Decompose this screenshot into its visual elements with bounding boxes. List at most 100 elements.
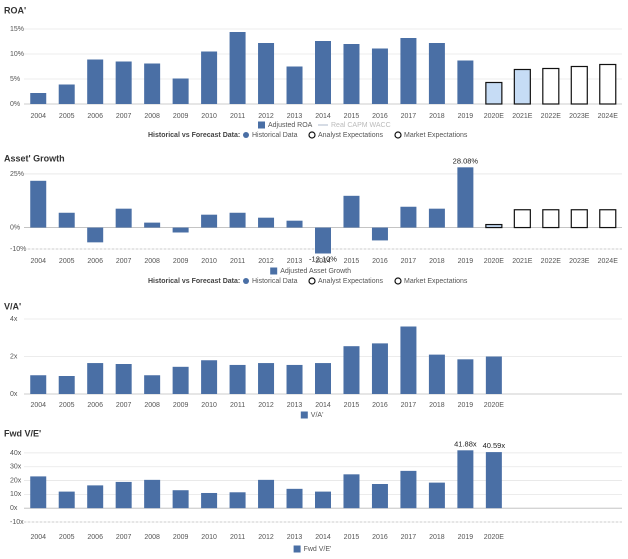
bar [229,212,246,228]
x-tick-label: 2013 [287,113,303,120]
forecast-title: Historical vs Forecast Data: [148,278,240,285]
x-tick-label: 2007 [116,402,132,409]
x-tick-label: 2015 [344,534,360,541]
chart-title: Fwd V/E' [4,428,41,438]
bar [400,470,417,509]
bar [58,376,75,394]
legend-label: V/A' [311,412,324,419]
x-tick-label: 2020E [484,113,505,120]
legend-label: Historical Data [252,132,298,139]
bar [343,44,360,104]
bar [457,450,474,509]
bar [172,366,189,394]
chart-title: V/A' [4,301,21,311]
x-tick-label: 2008 [144,534,160,541]
x-tick-label: 2021E [512,113,533,120]
x-tick-label: 2013 [287,534,303,541]
bar [115,364,132,394]
x-tick-label: 2006 [87,113,103,120]
bar [457,167,474,228]
y-tick-label: 15% [10,26,24,33]
x-tick-label: 2007 [116,258,132,265]
x-tick-label: 2005 [59,402,75,409]
x-tick-label: 2015 [344,402,360,409]
x-tick-label: 2018 [429,402,445,409]
x-tick-label: 2022E [541,113,562,120]
legend-marker [308,277,316,285]
x-tick-label: 2014 [315,534,331,541]
bar [172,227,189,233]
bar [144,222,161,228]
x-tick-label: 2014 [315,402,331,409]
bar [144,375,161,394]
x-tick-label: 2009 [173,402,189,409]
x-tick-label: 2004 [30,402,46,409]
legend-label: Fwd V/E' [304,546,332,553]
bar [485,452,502,509]
y-tick-label: 0x [10,391,18,398]
y-tick-label: 20x [10,477,22,484]
bar [599,63,617,105]
y-tick-label: 0% [10,224,20,231]
bar [286,66,303,104]
x-tick-label: 2010 [201,402,217,409]
bar [513,209,531,229]
bar [428,482,445,509]
x-tick-label: 2021E [512,258,533,265]
bar [58,84,75,104]
x-tick-label: 2017 [401,113,417,120]
x-tick-label: 2017 [401,258,417,265]
legend-swatch [300,411,308,419]
bar [286,220,303,228]
bar [201,360,218,394]
x-tick-label: 2012 [258,534,274,541]
legend-marker [394,131,402,139]
bar [513,68,531,105]
legend-label: Real CAPM WACC [331,122,391,129]
bar [87,59,104,104]
bar [599,209,617,229]
bar [343,474,360,509]
x-tick-label: 2010 [201,113,217,120]
bar [485,356,502,394]
x-tick-label: 2007 [116,534,132,541]
bar [201,492,218,509]
legend-marker [308,131,316,139]
bar [172,78,189,104]
chart-title: Asset' Growth [4,153,65,163]
bar [144,63,161,104]
x-tick-label: 2014 [315,258,331,265]
bar [258,363,275,394]
x-tick-label: 2015 [344,258,360,265]
bar [258,479,275,509]
x-tick-label: 2016 [372,258,388,265]
bar [570,65,588,105]
x-tick-label: 2019 [458,113,474,120]
x-tick-label: 2022E [541,258,562,265]
y-tick-label: 2x [10,353,18,360]
bar [172,490,189,509]
bar [315,363,331,394]
x-tick-label: 2012 [258,402,274,409]
x-tick-label: 2017 [401,402,417,409]
y-tick-label: 30x [10,464,22,471]
bar [87,363,104,394]
bar [428,354,445,394]
value-label: -12.10% [309,254,337,263]
x-tick-label: 2023E [569,113,590,120]
x-tick-label: 2020E [484,258,505,265]
x-tick-label: 2024E [598,258,619,265]
bar [144,479,161,509]
bar [229,32,246,104]
bar [542,209,560,229]
y-tick-label: 5% [10,76,20,83]
x-tick-label: 2006 [87,534,103,541]
bar [30,180,47,228]
x-tick-label: 2005 [59,258,75,265]
x-tick-label: 2019 [458,534,474,541]
bar [258,217,275,228]
x-tick-label: 2009 [173,534,189,541]
x-tick-label: 2015 [344,113,360,120]
bar [343,195,360,228]
legend-swatch [258,121,265,129]
